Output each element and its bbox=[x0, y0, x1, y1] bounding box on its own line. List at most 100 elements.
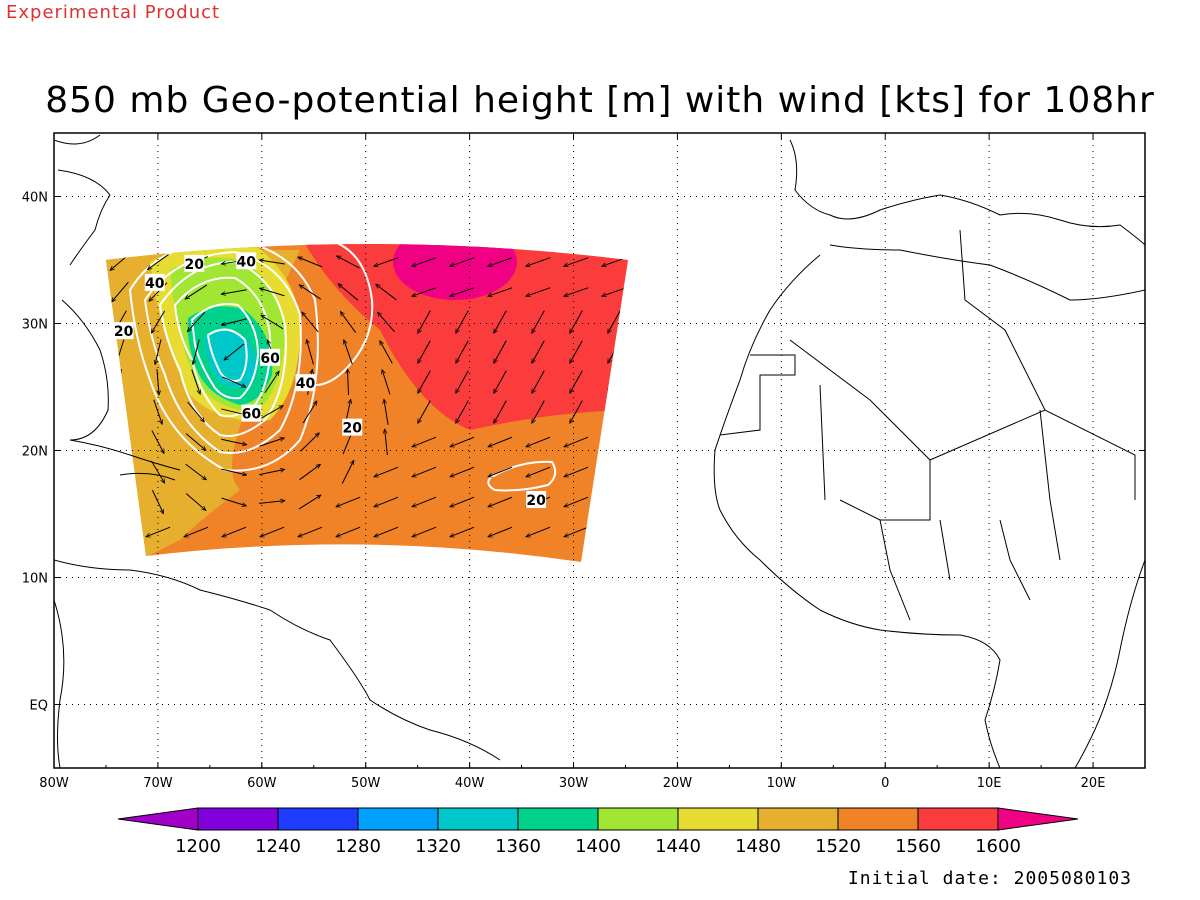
wind-arrow bbox=[564, 496, 589, 507]
wind-arrow bbox=[412, 287, 437, 297]
wind-arrow bbox=[608, 400, 621, 424]
wind-arrow bbox=[146, 526, 171, 537]
north-america-coast bbox=[54, 134, 111, 266]
wind-arrow bbox=[450, 466, 475, 477]
wind-arrow bbox=[494, 400, 507, 424]
wind-arrow bbox=[185, 284, 208, 299]
wind-arrow bbox=[374, 496, 399, 507]
wind-arrow bbox=[221, 468, 246, 475]
colorbar-label: 1480 bbox=[735, 836, 781, 857]
wind-arrow bbox=[456, 340, 469, 364]
contour-label: 20 bbox=[526, 491, 547, 509]
wind-arrow bbox=[532, 340, 545, 364]
colorbar-high-extend bbox=[997, 807, 1079, 831]
wind-arrow bbox=[302, 401, 317, 424]
contour-label-bg bbox=[236, 252, 257, 270]
wind-arrow bbox=[488, 287, 513, 297]
colorbar-label: 1560 bbox=[895, 836, 941, 857]
colorbar-cell bbox=[757, 807, 839, 831]
wind-arrow bbox=[602, 496, 627, 507]
colorbar-label: 1400 bbox=[575, 836, 621, 857]
contour-label-bg bbox=[260, 348, 281, 366]
contour-label: 60 bbox=[260, 348, 281, 367]
country-borders bbox=[719, 229, 1136, 621]
wind-contours bbox=[128, 237, 557, 492]
wind-arrow bbox=[259, 438, 285, 447]
south-america-coast bbox=[54, 559, 501, 761]
band-1600-plus bbox=[393, 244, 517, 300]
wind-arrow bbox=[418, 400, 431, 424]
wind-arrow bbox=[347, 369, 348, 396]
lat-tick-label: 10N bbox=[22, 572, 48, 587]
wind-arrow bbox=[153, 399, 163, 425]
wind-arrow bbox=[185, 463, 207, 480]
wind-arrow bbox=[456, 400, 469, 424]
wind-arrow bbox=[193, 339, 200, 364]
lon-tick-label: 20E bbox=[1081, 776, 1106, 791]
wind-arrow bbox=[488, 257, 513, 267]
wind-arrow bbox=[374, 257, 399, 267]
colorbar: 1200 1240 1280 1320 1360 1400 1440 1480 1520 1560… bbox=[117, 807, 1079, 857]
wind-arrow bbox=[259, 260, 285, 265]
border-western-sahara bbox=[719, 354, 796, 436]
contour-label-bg bbox=[113, 322, 134, 340]
africa-west-coast bbox=[713, 254, 1001, 768]
wind-arrow bbox=[151, 430, 165, 454]
border-libya-chad bbox=[959, 229, 1061, 561]
wind-arrow bbox=[380, 341, 393, 364]
colorbar-cell bbox=[837, 807, 919, 831]
contour-label: 40 bbox=[236, 252, 257, 270]
wind-arrow bbox=[307, 339, 314, 365]
wind-arrow bbox=[338, 284, 359, 301]
contour-label-bg bbox=[241, 404, 262, 422]
lat-tick-label: EQ bbox=[30, 699, 48, 714]
wind-arrow bbox=[494, 340, 507, 364]
wind-arrow bbox=[450, 496, 475, 507]
lon-tick-label: 10W bbox=[767, 776, 797, 791]
wind-arrow bbox=[494, 310, 507, 334]
wind-arrow bbox=[608, 310, 621, 334]
contour-label: 40 bbox=[295, 374, 316, 392]
wind-arrow bbox=[385, 429, 388, 455]
wind-arrow bbox=[570, 370, 583, 394]
contour-label: 20 bbox=[342, 418, 363, 437]
initial-date: Initial date: 2005080103 bbox=[847, 868, 1132, 889]
wind-arrow bbox=[488, 496, 513, 507]
wind-arrow bbox=[150, 460, 164, 483]
wind-contour-20 bbox=[128, 238, 319, 472]
wind-arrow bbox=[299, 285, 322, 300]
contour-labels: 20 40 40 20 60 40 60 20 20 bbox=[113, 252, 547, 509]
lon-tick-label: 50W bbox=[351, 776, 381, 791]
colorbar-label: 1200 bbox=[175, 836, 221, 857]
contour-label-text: 20 bbox=[342, 421, 362, 437]
wind-contour-20-east bbox=[314, 237, 374, 386]
colorbar-cell bbox=[517, 807, 599, 831]
wind-arrow bbox=[412, 257, 437, 267]
wind-arrow bbox=[151, 310, 166, 333]
lat-tick-label: 20N bbox=[22, 445, 48, 460]
wind-arrow bbox=[340, 311, 357, 333]
wind-arrow bbox=[187, 401, 205, 422]
wind-arrow bbox=[450, 526, 475, 537]
wind-arrow bbox=[336, 496, 361, 507]
florida-coast bbox=[61, 299, 109, 441]
wind-contour-60 bbox=[190, 303, 260, 400]
wind-arrow bbox=[222, 526, 247, 537]
contour-label-bg bbox=[342, 418, 363, 436]
wind-arrow bbox=[450, 436, 475, 447]
wind-arrow bbox=[564, 466, 589, 477]
lat-tick-label: 30N bbox=[22, 318, 48, 333]
wind-arrow bbox=[526, 466, 551, 477]
wind-arrow bbox=[526, 436, 551, 447]
contour-label-text: 20 bbox=[526, 493, 546, 509]
wind-arrow bbox=[155, 339, 162, 364]
wind-arrow bbox=[570, 400, 583, 424]
wind-arrow bbox=[450, 287, 475, 297]
experimental-product-label: Experimental Product bbox=[6, 2, 221, 23]
contour-label: 20 bbox=[184, 254, 205, 273]
wind-arrow bbox=[526, 526, 551, 537]
colorbar-cell bbox=[677, 807, 759, 831]
wind-arrow bbox=[602, 466, 627, 477]
wind-arrow bbox=[221, 438, 246, 444]
wind-arrow bbox=[260, 288, 285, 297]
